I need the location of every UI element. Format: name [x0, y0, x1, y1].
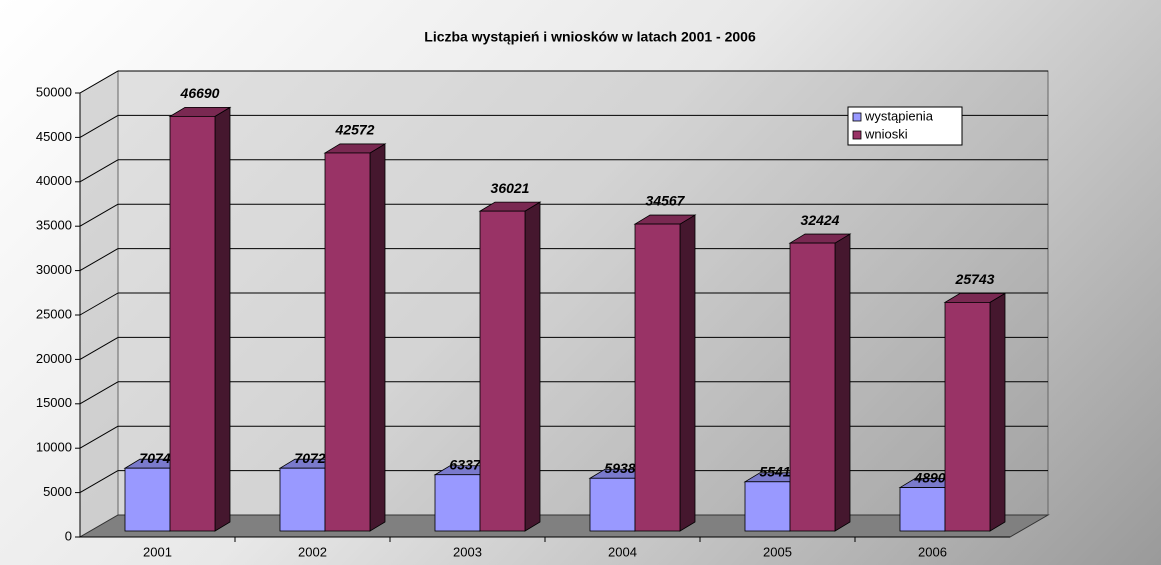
y-tick-label: 40000 — [36, 173, 72, 188]
grid-line — [79, 248, 119, 272]
bar — [324, 152, 371, 532]
bar — [634, 223, 681, 532]
bar — [169, 115, 216, 532]
y-tick-label: 15000 — [36, 395, 72, 410]
bar — [899, 487, 946, 532]
value-label: 7072 — [294, 450, 325, 466]
y-tick-label: 5000 — [43, 484, 72, 499]
bar — [944, 302, 991, 532]
value-label: 6337 — [449, 456, 481, 472]
grid-line — [79, 292, 119, 316]
bar-side — [989, 292, 1006, 532]
x-tick-label: 2005 — [763, 544, 792, 559]
grid-line — [79, 114, 119, 138]
legend-swatch — [852, 130, 862, 140]
y-tick-label: 10000 — [36, 440, 72, 455]
x-tick-label: 2001 — [143, 544, 172, 559]
bar — [589, 477, 636, 532]
legend-label: wnioski — [864, 126, 908, 141]
bar — [124, 467, 171, 532]
bar-side — [679, 214, 696, 532]
y-tick-label: 25000 — [36, 306, 72, 321]
x-tick-label: 2006 — [918, 544, 947, 559]
value-label: 36021 — [491, 180, 530, 196]
value-label: 5541 — [759, 463, 790, 479]
bar — [789, 242, 836, 532]
bar — [479, 210, 526, 532]
bar-side — [369, 143, 386, 532]
grid-line — [79, 425, 119, 449]
bar-side — [834, 233, 851, 532]
y-tick-label: 0 — [65, 528, 72, 543]
x-tick-label: 2003 — [453, 544, 482, 559]
x-tick-label: 2004 — [608, 544, 637, 559]
x-tick-label: 2002 — [298, 544, 327, 559]
value-label: 25743 — [955, 271, 995, 287]
bar — [744, 481, 791, 532]
y-tick-label: 35000 — [36, 218, 72, 233]
value-label: 46690 — [180, 85, 220, 101]
y-tick-label: 45000 — [36, 129, 72, 144]
y-tick-label: 30000 — [36, 262, 72, 277]
value-label: 7074 — [139, 450, 170, 466]
grid-line — [79, 203, 119, 227]
chart-title: Liczba wystąpień i wniosków w latach 200… — [424, 29, 756, 45]
legend-label: wystąpienia — [864, 108, 934, 123]
grid-line — [79, 470, 119, 494]
bar-side — [214, 106, 231, 532]
value-label: 42572 — [335, 122, 375, 138]
grid-line — [79, 70, 119, 94]
bar — [279, 467, 326, 532]
y-tick-label: 20000 — [36, 351, 72, 366]
y-tick-label: 50000 — [36, 84, 72, 99]
legend-box — [847, 106, 963, 146]
value-label: 34567 — [646, 193, 686, 209]
bar-side — [524, 201, 541, 532]
value-label: 5938 — [604, 460, 635, 476]
grid-line — [79, 159, 119, 183]
grid-line — [79, 381, 119, 405]
bar — [434, 474, 481, 532]
value-label: 32424 — [801, 212, 840, 228]
value-label: 4890 — [913, 469, 945, 485]
legend-swatch — [852, 112, 862, 122]
grid-line — [79, 336, 119, 360]
